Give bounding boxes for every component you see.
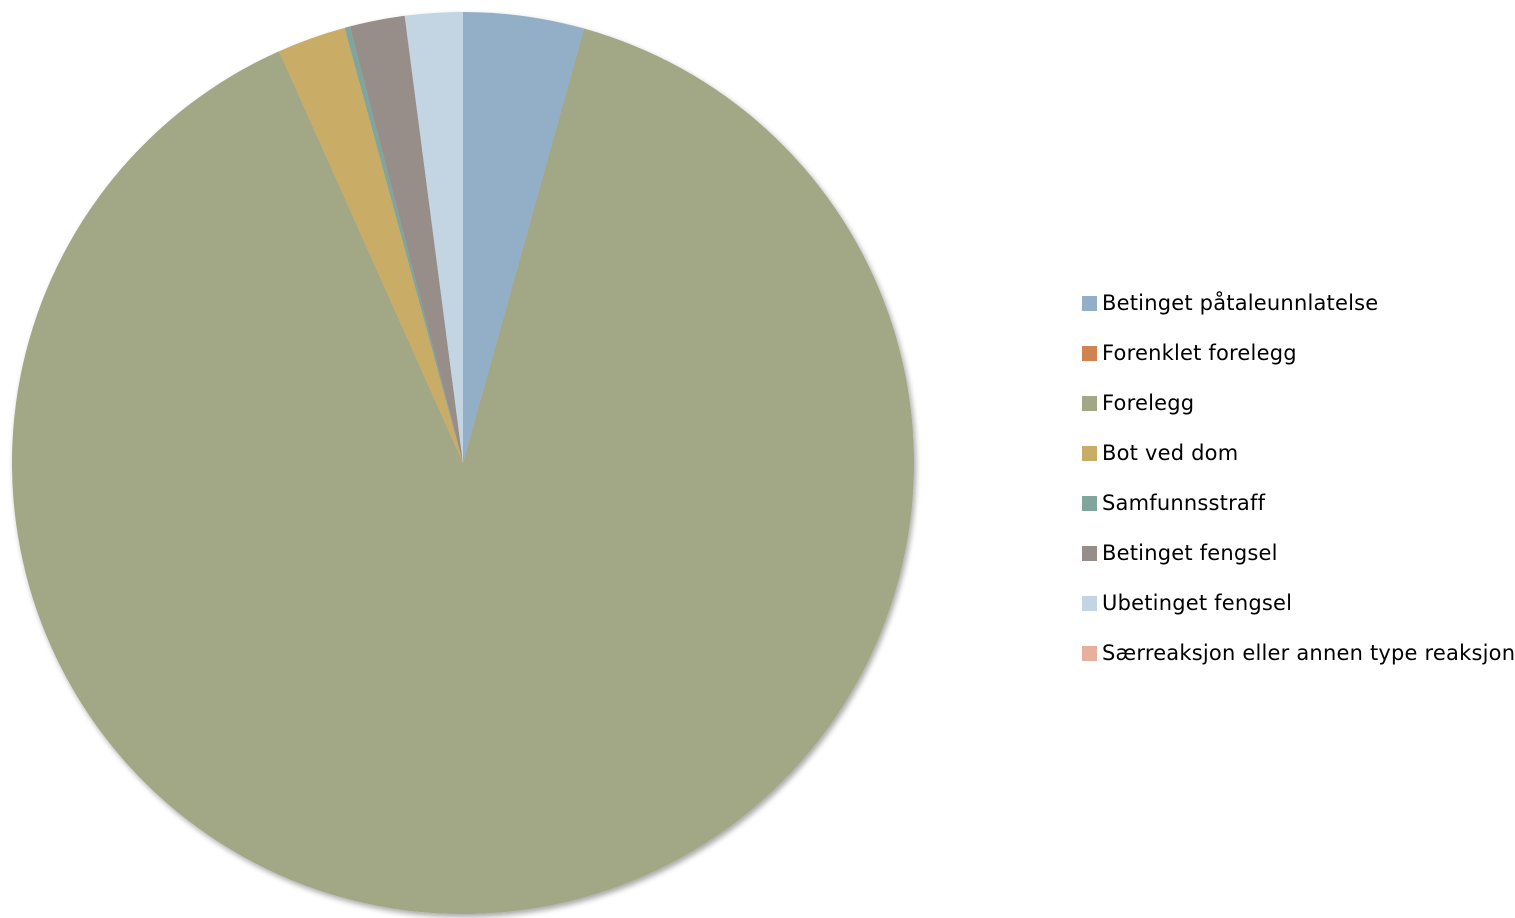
legend-label: Ubetinget fengsel bbox=[1102, 591, 1293, 615]
legend-label: Forenklet forelegg bbox=[1102, 341, 1297, 365]
legend-item-ubetinget-fengsel: Ubetinget fengsel bbox=[1082, 578, 1515, 628]
pie-slice-betinget-pa-taleunnlatelse bbox=[463, 12, 585, 463]
pie-slice-ubetinget-fengsel bbox=[404, 12, 463, 463]
legend-label: Særreaksjon eller annen type reaksjon bbox=[1102, 641, 1515, 665]
legend-swatch bbox=[1082, 645, 1097, 661]
legend-label: Betinget fengsel bbox=[1102, 541, 1278, 565]
pie-slice-betinget-fengsel bbox=[349, 15, 463, 464]
pie-slices bbox=[11, 12, 914, 915]
legend-label: Samfunnsstraff bbox=[1102, 491, 1266, 515]
pie-slice-forelegg bbox=[11, 28, 914, 915]
legend-label: Bot ved dom bbox=[1102, 441, 1239, 465]
legend-swatch bbox=[1082, 345, 1097, 361]
legend-swatch bbox=[1082, 545, 1097, 561]
legend-item-forenklet-forelegg: Forenklet forelegg bbox=[1082, 328, 1515, 378]
legend-item-bot-ved-dom: Bot ved dom bbox=[1082, 428, 1515, 478]
legend-swatch bbox=[1082, 395, 1097, 411]
legend-item-betinget-fengsel: Betinget fengsel bbox=[1082, 528, 1515, 578]
legend-item-samfunnsstraff: Samfunnsstraff bbox=[1082, 478, 1515, 528]
legend-item-s-rreaksjon-eller-annen-type-reaksjon: Særreaksjon eller annen type reaksjon bbox=[1082, 628, 1515, 678]
legend-swatch bbox=[1082, 595, 1097, 611]
legend-swatch bbox=[1082, 295, 1097, 311]
legend-swatch bbox=[1082, 445, 1097, 461]
legend-item-forelegg: Forelegg bbox=[1082, 378, 1515, 428]
chart-legend: Betinget påtaleunnlatelse Forenklet forel… bbox=[1082, 278, 1515, 678]
legend-swatch bbox=[1082, 495, 1097, 511]
legend-label: Betinget påtaleunnlatelse bbox=[1102, 291, 1379, 315]
legend-label: Forelegg bbox=[1102, 391, 1195, 415]
pie-slice-bot-ved-dom bbox=[279, 27, 463, 464]
pie-slice-samfunnsstraff bbox=[344, 26, 463, 463]
legend-item-betinget-pa-taleunnlatelse: Betinget påtaleunnlatelse bbox=[1082, 278, 1515, 328]
